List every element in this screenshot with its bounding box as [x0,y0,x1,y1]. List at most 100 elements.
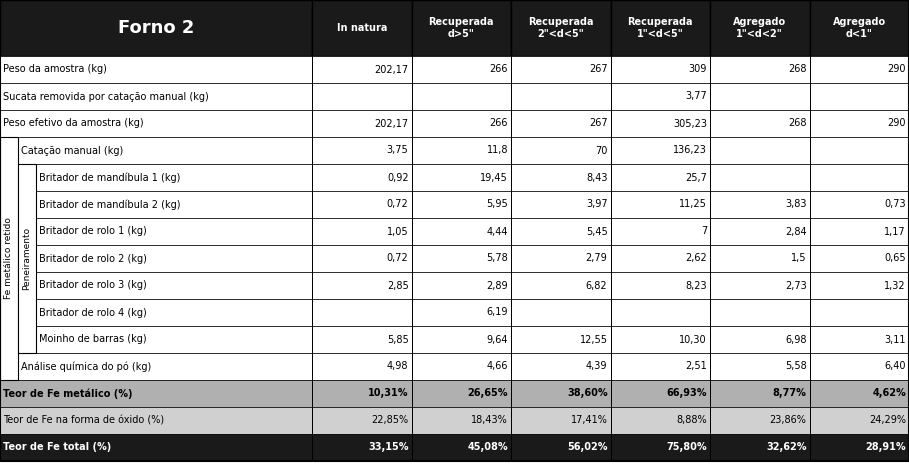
Bar [312,83,412,110]
Text: Peso da amostra (kg): Peso da amostra (kg) [3,65,107,74]
Bar [511,380,611,407]
Bar [412,110,511,137]
Bar [511,299,611,326]
Bar [511,56,611,83]
Text: Teor de Fe metálico (%): Teor de Fe metálico (%) [3,388,133,399]
Text: 6,40: 6,40 [884,362,906,372]
Text: 5,95: 5,95 [486,200,508,210]
Bar [710,164,810,191]
Text: 38,60%: 38,60% [567,389,607,398]
Bar [412,164,511,191]
Bar [511,218,611,245]
Bar [710,380,810,407]
Text: 309: 309 [689,65,707,74]
Text: Peso efetivo da amostra (kg): Peso efetivo da amostra (kg) [3,119,144,129]
Text: 8,43: 8,43 [586,172,607,182]
Bar [511,191,611,218]
Text: 267: 267 [589,65,607,74]
Bar [511,83,611,110]
Text: 0,72: 0,72 [386,253,408,263]
Text: 2,79: 2,79 [585,253,607,263]
Bar [511,326,611,353]
Text: 70: 70 [595,146,607,155]
Bar [511,245,611,272]
Bar [511,110,611,137]
Bar [810,353,909,380]
Bar [710,56,810,83]
Bar [0,137,18,380]
Text: Recuperada
2"<d<5": Recuperada 2"<d<5" [528,17,594,39]
Text: Sucata removida por catação manual (kg): Sucata removida por catação manual (kg) [3,91,209,101]
Text: 33,15%: 33,15% [368,442,408,453]
Text: 5,58: 5,58 [784,362,806,372]
Text: Peneiramento: Peneiramento [23,227,32,290]
Bar [611,353,710,380]
Bar [810,56,909,83]
Text: 268: 268 [788,65,806,74]
Text: 12,55: 12,55 [580,334,607,344]
Text: 45,08%: 45,08% [467,442,508,453]
Bar [611,218,710,245]
Bar [810,83,909,110]
Text: Britador de rolo 4 (kg): Britador de rolo 4 (kg) [39,308,146,317]
Bar [312,0,412,56]
Text: 56,02%: 56,02% [567,442,607,453]
Bar [810,191,909,218]
Bar [0,110,312,137]
Text: 75,80%: 75,80% [666,442,707,453]
Text: 0,92: 0,92 [387,172,408,182]
Text: 3,77: 3,77 [685,91,707,101]
Text: Teor de Fe na forma de óxido (%): Teor de Fe na forma de óxido (%) [3,415,165,425]
Text: 1,32: 1,32 [884,281,906,291]
Bar [611,56,710,83]
Text: 2,73: 2,73 [784,281,806,291]
Text: Teor de Fe total (%): Teor de Fe total (%) [3,442,111,453]
Text: 6,98: 6,98 [785,334,806,344]
Text: 2,62: 2,62 [685,253,707,263]
Text: Britador de mandíbula 2 (kg): Britador de mandíbula 2 (kg) [39,199,181,210]
Text: 202,17: 202,17 [375,119,408,129]
Text: 8,88%: 8,88% [676,415,707,425]
Bar [312,164,412,191]
Bar [412,218,511,245]
Bar [810,245,909,272]
Bar [0,272,312,299]
Bar [0,407,312,434]
Bar [611,191,710,218]
Text: 290: 290 [887,65,906,74]
Bar [611,137,710,164]
Bar [412,299,511,326]
Text: Britador de rolo 2 (kg): Britador de rolo 2 (kg) [39,253,147,263]
Bar [511,434,611,461]
Text: 266: 266 [490,119,508,129]
Text: 1,5: 1,5 [791,253,806,263]
Bar [312,407,412,434]
Text: 17,41%: 17,41% [571,415,607,425]
Bar [312,191,412,218]
Bar [710,299,810,326]
Bar [710,353,810,380]
Text: 28,91%: 28,91% [865,442,906,453]
Text: Forno 2: Forno 2 [118,19,195,37]
Bar [810,137,909,164]
Text: 10,30: 10,30 [679,334,707,344]
Bar [710,137,810,164]
Text: 136,23: 136,23 [674,146,707,155]
Bar [710,272,810,299]
Text: Fe metálico retido: Fe metálico retido [5,218,14,300]
Text: 1,17: 1,17 [884,227,906,236]
Bar [710,218,810,245]
Text: 10,31%: 10,31% [368,389,408,398]
Bar [611,299,710,326]
Bar [0,434,312,461]
Text: 266: 266 [490,65,508,74]
Text: 3,83: 3,83 [785,200,806,210]
Bar [810,380,909,407]
Bar [412,407,511,434]
Text: Agregado
1"<d<2": Agregado 1"<d<2" [734,17,786,39]
Bar [0,191,312,218]
Text: Britador de mandíbula 1 (kg): Britador de mandíbula 1 (kg) [39,172,180,183]
Bar [611,245,710,272]
Bar [312,137,412,164]
Text: 8,77%: 8,77% [773,389,806,398]
